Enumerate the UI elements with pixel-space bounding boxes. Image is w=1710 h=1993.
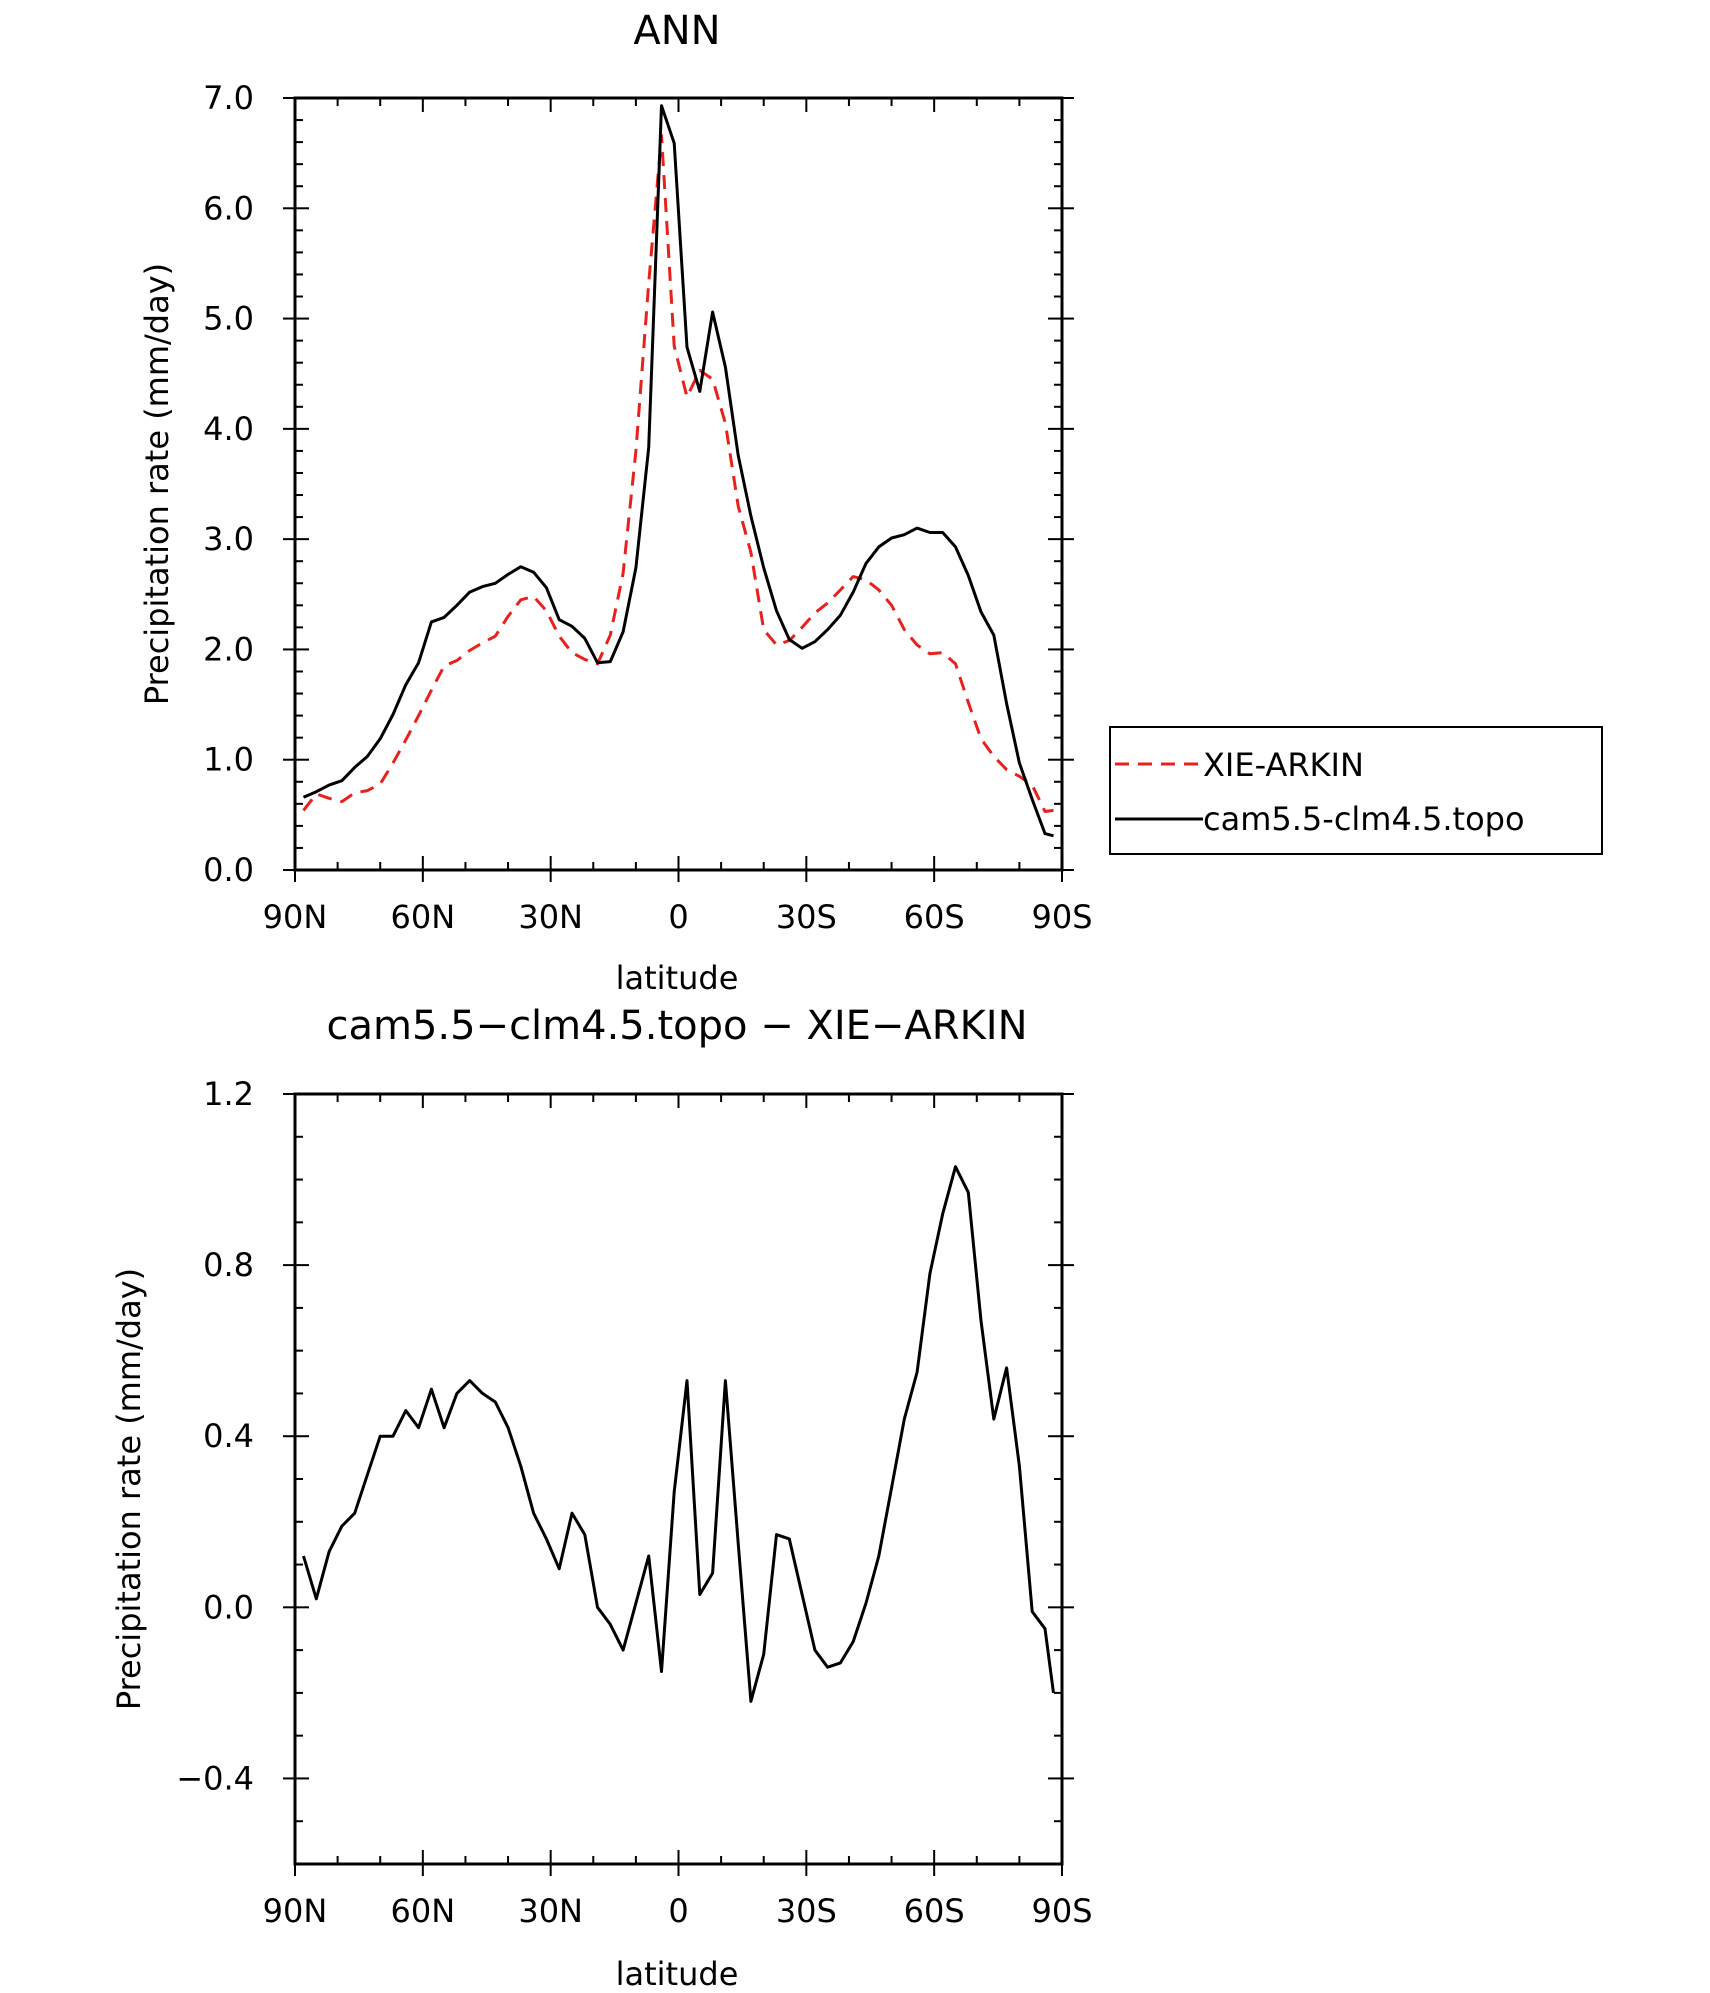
x-tick-label: 90N xyxy=(263,898,328,936)
chart-bottom-y-tick-labels: −0.4 0.0 0.4 0.8 1.2 xyxy=(176,1075,254,1797)
y-tick-label: −0.4 xyxy=(176,1759,254,1797)
chart-top-frame xyxy=(293,96,1064,872)
y-tick-label: 4.0 xyxy=(203,410,254,448)
chart-top-series xyxy=(302,104,1054,838)
y-tick-label: 0.4 xyxy=(203,1417,254,1455)
chart-bottom-y-axis-label: Precipitation rate (mm/day) xyxy=(110,1268,148,1710)
y-tick-label: 1.2 xyxy=(203,1075,254,1113)
series-line-xie-arkin xyxy=(302,134,1054,813)
chart-bottom-x-tick-labels: 90N 60N 30N 0 30S 60S 90S xyxy=(263,1892,1093,1930)
chart-top: ANN 0.0 1.0 2.0 3.0 4.0 5.0 6.0 7.0 90N 60N 30N 0 3… xyxy=(138,8,1603,997)
y-tick-label: 7.0 xyxy=(203,79,254,117)
x-tick-label: 30S xyxy=(776,898,837,936)
chart-bottom: cam5.5−clm4.5.topo − XIE−ARKIN −0.4 0.0 0.… xyxy=(110,1003,1093,1993)
x-tick-label: 90N xyxy=(263,1892,328,1930)
chart-bottom-title: cam5.5−clm4.5.topo − XIE−ARKIN xyxy=(326,1003,1027,1049)
x-tick-label: 90S xyxy=(1031,898,1092,936)
y-tick-label: 6.0 xyxy=(203,189,254,227)
y-tick-label: 0.0 xyxy=(203,851,254,889)
chart-top-title: ANN xyxy=(633,8,720,54)
x-tick-label: 60N xyxy=(391,898,456,936)
legend: XIE-ARKIN cam5.5-clm4.5.topo xyxy=(1109,726,1603,855)
chart-bottom-frame xyxy=(293,1092,1064,1866)
x-tick-label: 90S xyxy=(1031,1892,1092,1930)
y-tick-label: 5.0 xyxy=(203,300,254,338)
y-tick-label: 0.0 xyxy=(203,1588,254,1626)
legend-label-xie-arkin: XIE-ARKIN xyxy=(1203,746,1364,784)
x-tick-label: 30N xyxy=(518,898,583,936)
chart-bottom-ticks xyxy=(283,1093,1074,1876)
series-line-cam5-5-clm4-5-topo xyxy=(302,104,1054,838)
chart-bottom-series xyxy=(302,1165,1055,1703)
x-tick-label: 30N xyxy=(518,1892,583,1930)
legend-label-cam: cam5.5-clm4.5.topo xyxy=(1203,800,1525,838)
x-tick-label: 0 xyxy=(668,898,688,936)
x-tick-label: 0 xyxy=(668,1892,688,1930)
y-tick-label: 1.0 xyxy=(203,741,254,779)
x-tick-label: 30S xyxy=(776,1892,837,1930)
legend-box xyxy=(1109,726,1603,855)
x-tick-label: 60N xyxy=(391,1892,456,1930)
chart-bottom-x-axis-label: latitude xyxy=(616,1955,739,1993)
y-tick-label: 0.8 xyxy=(203,1246,254,1284)
chart-top-x-tick-labels: 90N 60N 30N 0 30S 60S 90S xyxy=(263,898,1093,936)
chart-top-y-tick-labels: 0.0 1.0 2.0 3.0 4.0 5.0 6.0 7.0 xyxy=(203,79,254,889)
x-tick-label: 60S xyxy=(904,898,965,936)
chart-top-x-axis-label: latitude xyxy=(616,959,739,997)
chart-top-y-axis-label: Precipitation rate (mm/day) xyxy=(138,263,176,705)
series-line-difference xyxy=(302,1165,1055,1703)
y-tick-label: 3.0 xyxy=(203,520,254,558)
y-tick-label: 2.0 xyxy=(203,630,254,668)
x-tick-label: 60S xyxy=(904,1892,965,1930)
